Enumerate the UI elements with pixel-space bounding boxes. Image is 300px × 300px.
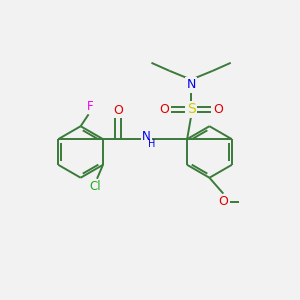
Text: N: N (142, 130, 151, 142)
Text: N: N (186, 78, 196, 91)
Text: O: O (218, 195, 228, 208)
Text: F: F (87, 100, 94, 113)
Text: S: S (187, 102, 196, 116)
Text: O: O (113, 104, 123, 117)
Text: O: O (159, 103, 169, 116)
Text: H: H (148, 139, 155, 149)
Text: O: O (213, 103, 223, 116)
Text: Cl: Cl (89, 180, 101, 193)
